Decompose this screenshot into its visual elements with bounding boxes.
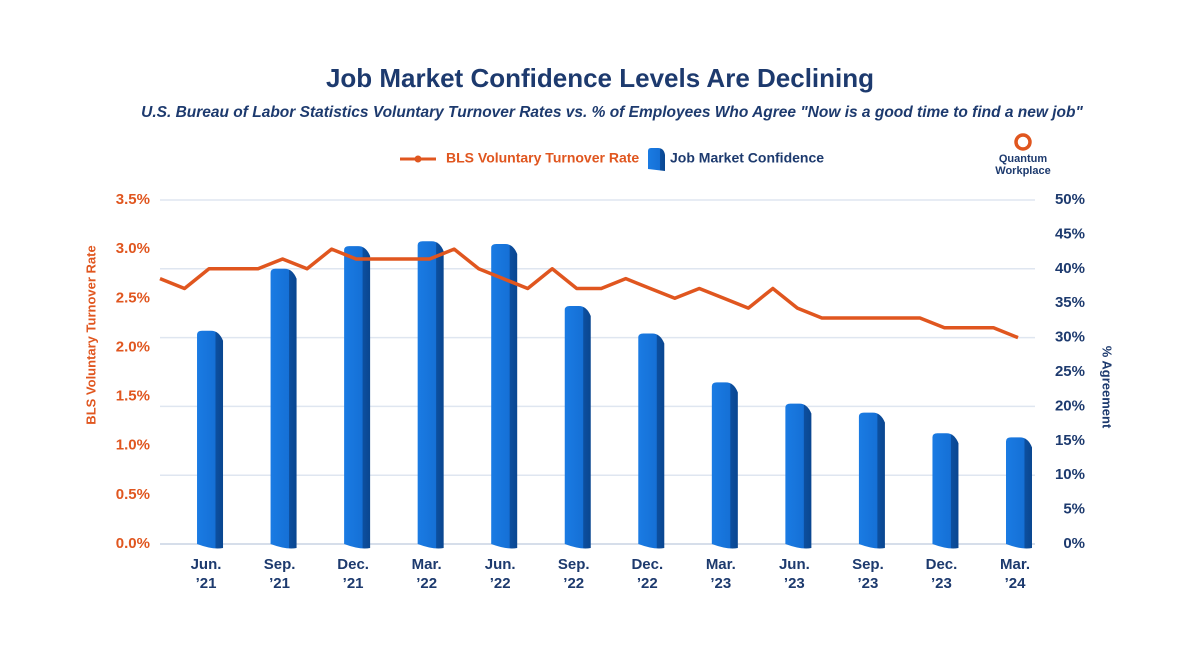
legend-label: Job Market Confidence xyxy=(670,150,824,166)
x-tick-label: Mar. ’22 xyxy=(411,556,442,592)
bar xyxy=(711,382,738,549)
y-axis-label: BLS Voluntary Turnover Rate xyxy=(83,245,98,424)
bar xyxy=(785,403,812,549)
bar xyxy=(932,433,959,549)
legend-label: BLS Voluntary Turnover Rate xyxy=(446,150,639,166)
x-tick-label: Dec. ’22 xyxy=(631,556,664,592)
y-tick-label: 2.5% xyxy=(116,289,150,306)
y2-tick-label: 20% xyxy=(1055,397,1085,414)
logo-icon xyxy=(1014,133,1032,151)
bar xyxy=(564,305,591,549)
x-tick-label: Jun. ’23 xyxy=(778,556,810,592)
legend-swatch xyxy=(648,148,665,171)
logo: Quantum Workplace xyxy=(995,153,1051,177)
legend-swatch xyxy=(414,155,422,163)
y2-tick-label: 40% xyxy=(1055,260,1085,277)
y2-tick-label: 0% xyxy=(1063,535,1085,552)
bar xyxy=(197,330,224,549)
y-tick-label: 2.0% xyxy=(116,338,150,355)
x-tick-label: Dec. ’21 xyxy=(337,556,369,592)
x-tick-label: Sep. ’22 xyxy=(557,556,590,592)
bar xyxy=(858,412,885,549)
chart-subtitle: U.S. Bureau of Labor Statistics Voluntar… xyxy=(141,104,1083,121)
y-tick-label: 3.5% xyxy=(116,191,150,208)
bar xyxy=(1006,437,1032,549)
x-tick-label: Jun. ’21 xyxy=(190,556,222,592)
y2-tick-label: 10% xyxy=(1055,466,1085,483)
x-tick-label: Mar. ’24 xyxy=(999,556,1030,592)
y2-tick-label: 35% xyxy=(1055,294,1085,311)
x-tick-label: Mar. ’23 xyxy=(705,556,736,592)
x-tick-label: Jun. ’22 xyxy=(484,556,516,592)
y-tick-label: 0.5% xyxy=(116,486,150,503)
bar xyxy=(638,333,665,549)
y-tick-label: 3.0% xyxy=(116,240,150,257)
y2-tick-label: 45% xyxy=(1055,225,1085,242)
y2-tick-label: 30% xyxy=(1055,329,1085,346)
y-tick-label: 1.5% xyxy=(116,388,150,405)
y2-tick-label: 25% xyxy=(1055,363,1085,380)
line xyxy=(159,247,1019,340)
y2-tick-label: 5% xyxy=(1063,501,1085,518)
bar xyxy=(491,244,518,549)
bar xyxy=(417,241,444,549)
x-tick-label: Sep. ’21 xyxy=(263,556,296,592)
bar xyxy=(344,246,371,549)
x-tick-label: Sep. ’23 xyxy=(852,556,884,592)
y2-tick-label: 15% xyxy=(1055,432,1085,449)
bar xyxy=(270,268,297,549)
y2-axis-label: % Agreement xyxy=(1100,346,1115,429)
y-tick-label: 1.0% xyxy=(116,437,150,454)
x-tick-label: Dec. ’23 xyxy=(925,556,958,592)
y-tick-label: 0.0% xyxy=(116,535,150,552)
y2-tick-label: 50% xyxy=(1055,191,1085,208)
chart-title: Job Market Confidence Levels Are Declini… xyxy=(326,63,874,93)
